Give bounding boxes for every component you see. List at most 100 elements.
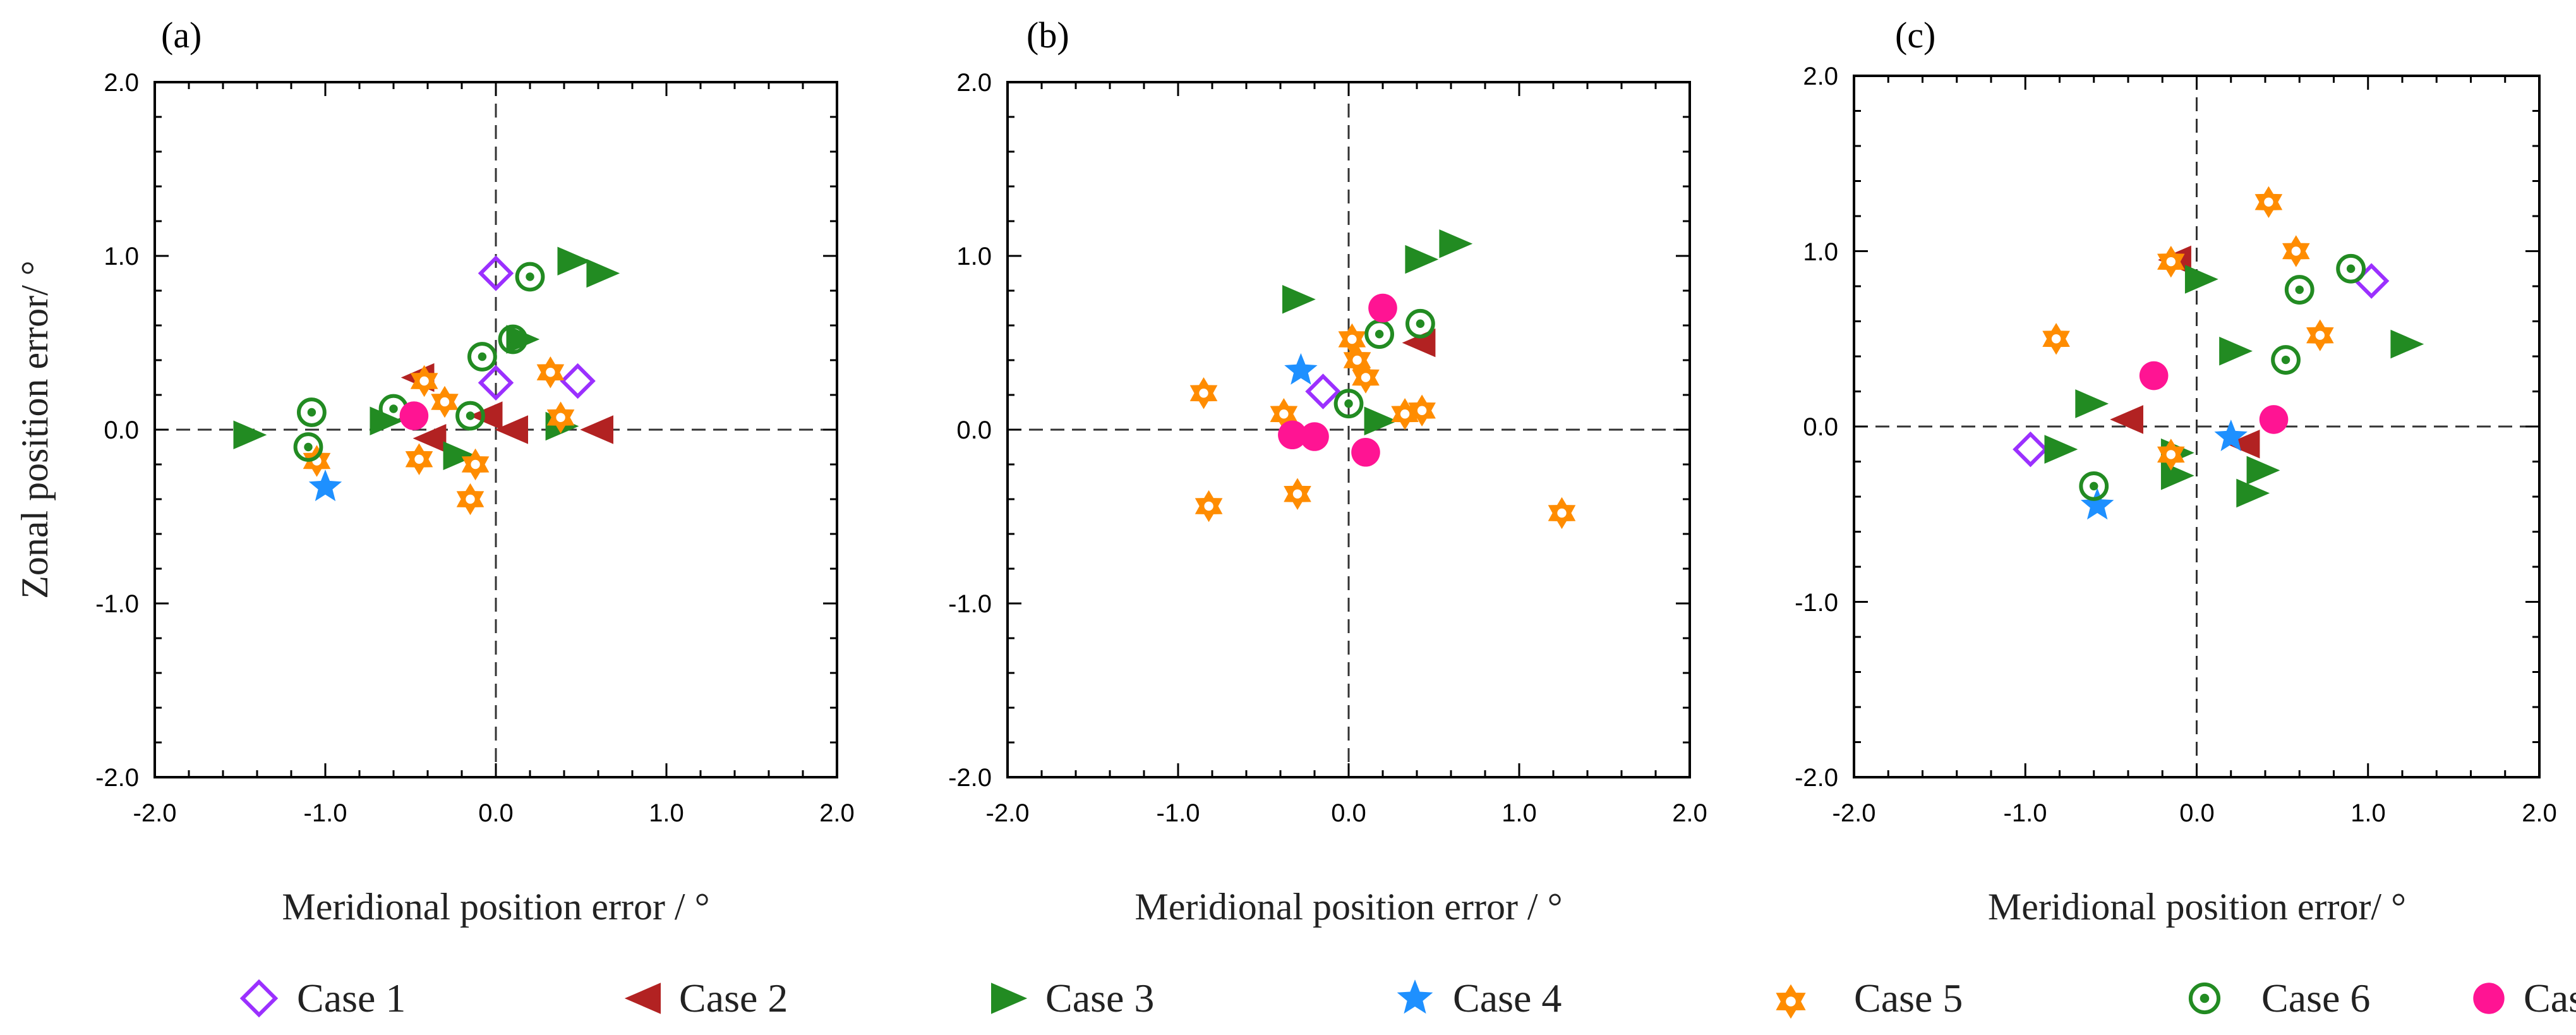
panel-a-xtick-label: -1.0: [304, 799, 347, 827]
panel-a-label: (a): [161, 15, 202, 56]
data-point-case7: [1368, 293, 1397, 323]
panel-c-ytick-label: -2.0: [1795, 764, 1838, 792]
data-point-case5: [2042, 323, 2070, 355]
data-point-case3: [1364, 406, 1398, 436]
panel-b-ytick-label: 2.0: [956, 69, 992, 97]
data-point-case2: [469, 401, 503, 430]
data-point-case5: [2306, 319, 2334, 351]
panel-a-y-axis-title: Zonal position error/ °: [14, 260, 56, 599]
data-point-case4: [308, 469, 342, 502]
legend-label-case-6: Case 6: [2261, 976, 2370, 1020]
data-point-case5: [405, 443, 433, 475]
data-point-case6: [455, 401, 485, 431]
panel-a-xtick-label: -2.0: [133, 799, 177, 827]
data-point-case5: [1189, 377, 1218, 409]
data-point-case5: [1284, 478, 1311, 510]
data-point-case4: [1284, 353, 1318, 385]
panel-b-ytick-label: -1.0: [948, 590, 992, 618]
legend-marker: [624, 983, 661, 1014]
legend-marker-case2: [624, 983, 661, 1014]
data-point-case7: [1278, 420, 1307, 450]
panel-c-ytick-label: 0.0: [1803, 413, 1838, 441]
data-point-case3: [557, 246, 591, 276]
data-point-case7: [2139, 361, 2169, 390]
data-point-case1: [1305, 373, 1341, 409]
data-point-case6: [1364, 319, 1395, 349]
panel-c: (c) -2.0 -1.0 0.0 1.0 2.0 -2.0 -1.0 0.0 …: [1795, 15, 2557, 928]
panel-c-xtick-label: -1.0: [2004, 799, 2047, 827]
legend-marker-case5: [1776, 984, 1806, 1019]
data-point-case3: [1282, 284, 1316, 314]
panel-a-xtick-label: 0.0: [478, 799, 514, 827]
panel-b-xtick-label: 0.0: [1331, 799, 1366, 827]
panel-c-xtick-label: 1.0: [2350, 799, 2386, 827]
legend-marker: [1776, 984, 1806, 1019]
data-point-case5: [2254, 186, 2283, 218]
data-point-case1: [478, 365, 514, 401]
panel-a-ytick-label: -2.0: [95, 764, 139, 792]
panel-a-xtick-label: 1.0: [649, 799, 684, 827]
legend-label-case-7: Case 7: [2524, 976, 2576, 1020]
legend-label-case-3: Case 3: [1045, 976, 1154, 1020]
data-point-case5: [1338, 323, 1366, 356]
data-point-case5: [410, 365, 438, 397]
data-point-case7: [2259, 405, 2289, 434]
panel-b-plot-area: [1006, 81, 1691, 778]
data-point-case1: [2353, 263, 2390, 299]
data-point-case5: [2157, 246, 2185, 278]
data-point-case3: [233, 420, 267, 450]
data-point-case5: [1195, 490, 1223, 523]
legend: Case 1 Case 2 Case 3 Case 4 Case 5 Case …: [239, 976, 2576, 1020]
data-point-case3: [506, 325, 540, 354]
data-point-case1: [478, 255, 514, 291]
panel-b-xtick-label: -2.0: [986, 799, 1030, 827]
legend-marker-case3: [991, 983, 1028, 1014]
legend-label-case-2: Case 2: [679, 976, 788, 1020]
panel-a-ytick-label: 1.0: [104, 243, 139, 270]
panel-c-xtick-label: 2.0: [2522, 799, 2557, 827]
data-point-case6: [297, 397, 327, 427]
data-point-case3: [2160, 461, 2194, 490]
legend-label-case-5: Case 5: [1854, 976, 1963, 1020]
data-point-case2: [580, 415, 613, 444]
data-point-case5: [1352, 361, 1380, 394]
data-point-case5: [1408, 394, 1436, 427]
data-point-case6: [1333, 389, 1364, 419]
panel-a: (a) -2.0 -1.0 0.0 1.0 2.0 -2.0 -1.0 0.0 …: [14, 15, 855, 928]
panel-b: (b) -2.0 -1.0 0.0 1.0 2.0 -2.0 -1.0 0.0 …: [948, 15, 1707, 928]
data-point-case3: [2184, 265, 2218, 294]
legend-marker: [991, 983, 1028, 1014]
data-point-case6: [498, 324, 528, 354]
data-point-case5: [546, 401, 575, 433]
data-point-case1: [2013, 431, 2049, 468]
panel-c-plot-area: [1853, 75, 2541, 778]
data-point-case6: [2336, 253, 2366, 284]
legend-marker-case7: [2473, 983, 2505, 1014]
legend-marker-case4: [1397, 979, 1433, 1014]
data-point-case1: [560, 363, 596, 399]
data-point-case3: [1439, 229, 1473, 258]
panel-c-ytick-label: -1.0: [1795, 589, 1838, 617]
panel-c-xtick-label: 0.0: [2179, 799, 2215, 827]
panel-c-ytick-label: 1.0: [1803, 238, 1838, 266]
panel-a-ytick-label: 0.0: [104, 416, 139, 444]
data-point-case3: [2246, 456, 2280, 485]
legend-marker: [2188, 982, 2221, 1015]
data-point-case6: [293, 432, 323, 462]
data-point-case5: [2282, 235, 2310, 267]
data-point-case4: [2214, 420, 2248, 451]
data-point-case3: [2219, 336, 2253, 366]
panel-b-ytick-label: -2.0: [948, 764, 992, 792]
legend-label-case-4: Case 4: [1453, 976, 1562, 1020]
panel-c-ytick-label: 2.0: [1803, 63, 1838, 90]
data-point-case2: [2110, 405, 2143, 434]
data-point-case3: [2075, 389, 2109, 418]
data-point-case3: [1405, 245, 1439, 274]
data-point-case2: [412, 423, 447, 453]
panel-b-x-axis-title: Meridional position error / °: [1135, 886, 1562, 928]
data-point-case6: [2284, 275, 2314, 305]
data-point-case5: [461, 448, 490, 481]
panel-c-x-axis-title: Meridional position error/ °: [1988, 886, 2406, 928]
data-point-case6: [515, 262, 545, 292]
data-point-case5: [456, 483, 485, 516]
